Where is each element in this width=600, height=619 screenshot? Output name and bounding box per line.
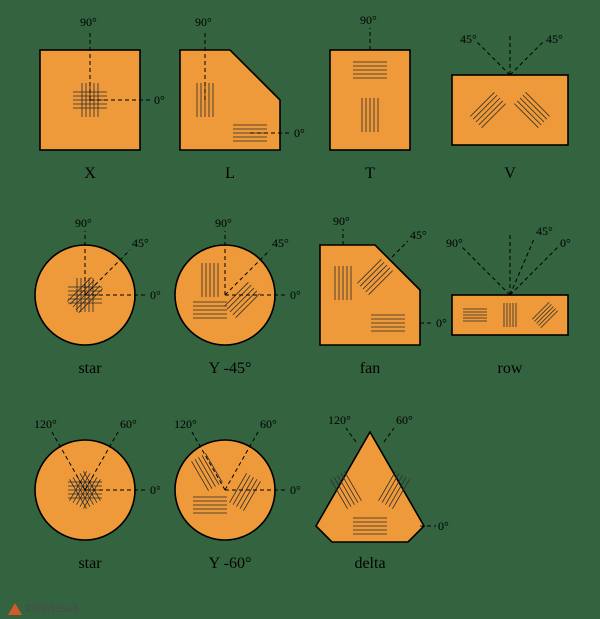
cell-star: 0° 45° 90° star xyxy=(35,216,161,377)
svg-text:0°: 0° xyxy=(290,483,301,497)
cell-X: 0° 90° X xyxy=(40,15,165,182)
svg-text:90°: 90° xyxy=(360,13,377,27)
svg-text:0°: 0° xyxy=(154,93,165,107)
svg-text:45°: 45° xyxy=(272,236,289,250)
svg-text:60°: 60° xyxy=(120,417,137,431)
brand-footer: DEWESoft xyxy=(8,603,79,615)
cell-fan: 0° 45° 90° fan xyxy=(320,214,447,377)
cell-star: 0° 60° 120° star xyxy=(34,417,161,572)
svg-text:90°: 90° xyxy=(80,15,97,29)
cell-row: 0° 45° 90° row xyxy=(446,224,571,377)
svg-text:45°: 45° xyxy=(536,224,553,238)
cell-delta: 0° 60° 120° delta xyxy=(316,413,449,572)
svg-text:0°: 0° xyxy=(150,288,161,302)
svg-text:0°: 0° xyxy=(560,236,571,250)
brand-text: DEWESoft xyxy=(26,603,79,615)
caption: X xyxy=(84,165,96,182)
svg-text:60°: 60° xyxy=(260,417,277,431)
svg-text:90°: 90° xyxy=(446,236,463,250)
svg-text:45°: 45° xyxy=(410,228,427,242)
diagram-page: 0° 90° X 0° 90° L 90° T 45° 45° V 0° 45° 90° star 0° 45°… xyxy=(0,0,600,619)
caption: row xyxy=(498,360,523,377)
svg-text:90°: 90° xyxy=(195,15,212,29)
cell-T: 90° T xyxy=(330,13,410,182)
caption: delta xyxy=(354,555,385,572)
caption: Y -45° xyxy=(209,360,252,377)
svg-text:0°: 0° xyxy=(290,288,301,302)
cell-L: 0° 90° L xyxy=(180,15,305,182)
svg-text:90°: 90° xyxy=(215,216,232,230)
svg-text:0°: 0° xyxy=(150,483,161,497)
svg-text:0°: 0° xyxy=(438,519,449,533)
svg-text:0°: 0° xyxy=(294,126,305,140)
svg-text:45°: 45° xyxy=(546,32,563,46)
cell-Y -60°: 0° 60° 120° Y -60° xyxy=(174,417,301,572)
svg-text:45°: 45° xyxy=(460,32,477,46)
svg-text:0°: 0° xyxy=(436,316,447,330)
caption: fan xyxy=(360,360,380,377)
diagram-svg: 0° 90° X 0° 90° L 90° T 45° 45° V 0° 45° 90° star 0° 45°… xyxy=(0,0,600,619)
caption: V xyxy=(504,165,516,182)
caption: star xyxy=(78,360,102,377)
svg-text:90°: 90° xyxy=(75,216,92,230)
caption: star xyxy=(78,555,102,572)
caption: Y -60° xyxy=(209,555,252,572)
svg-text:120°: 120° xyxy=(328,413,351,427)
svg-text:60°: 60° xyxy=(396,413,413,427)
svg-text:45°: 45° xyxy=(132,236,149,250)
svg-text:120°: 120° xyxy=(34,417,57,431)
svg-text:120°: 120° xyxy=(174,417,197,431)
cell-Y -45°: 0° 45° 90° Y -45° xyxy=(175,216,301,377)
svg-text:90°: 90° xyxy=(333,214,350,228)
caption: L xyxy=(225,165,235,182)
caption: T xyxy=(365,165,375,182)
cell-V: 45° 45° V xyxy=(452,32,568,182)
brand-triangle-icon xyxy=(8,603,22,615)
